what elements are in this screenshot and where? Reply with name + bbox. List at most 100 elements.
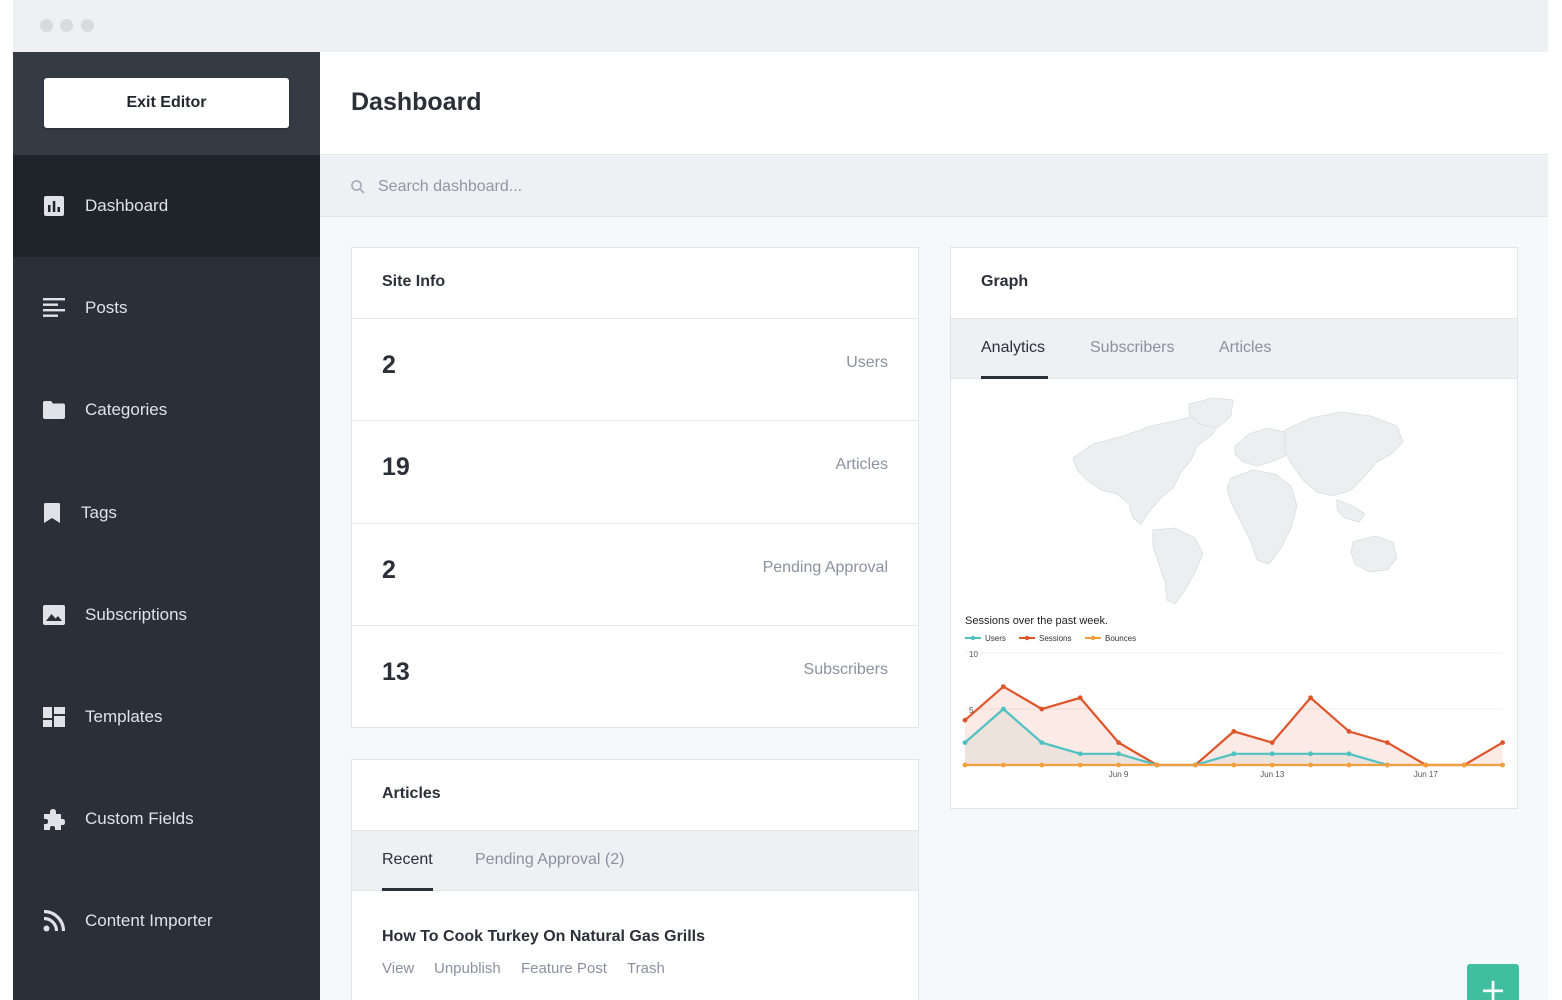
sidebar-item-subscriptions[interactable]: Subscriptions (13, 564, 320, 666)
chart-points (962, 684, 1505, 768)
point-users (1039, 740, 1045, 745)
world-map (1072, 397, 1404, 605)
main-content: Dashboard Site Info 2 Users 19 Articles … (320, 52, 1548, 1000)
legend-users: Users (985, 634, 1006, 643)
unpublish-link[interactable]: Unpublish (434, 960, 501, 977)
legend-sessions: Sessions (1039, 634, 1071, 643)
view-link[interactable]: View (382, 960, 415, 977)
layout-icon (43, 706, 65, 728)
point-users (1077, 751, 1083, 757)
point-bounces (1269, 762, 1275, 768)
stat-row-subscribers[interactable]: 13 Subscribers (352, 625, 918, 727)
window-minimize-dot[interactable] (60, 19, 73, 32)
graph-card: Graph Analytics Subscribers Articles (950, 247, 1518, 809)
chart-legend: Users Sessions Bounces (965, 634, 1136, 643)
stat-value: 2 (382, 351, 396, 379)
chart-title: Sessions over the past week. (965, 615, 1108, 627)
tab-pending-approval[interactable]: Pending Approval (2) (475, 851, 625, 868)
active-tab-indicator (382, 888, 433, 891)
point-users (1116, 751, 1121, 757)
card-title: Graph (981, 273, 1029, 290)
point-bounces (1385, 762, 1390, 768)
map-region-north-america (1072, 413, 1222, 525)
sidebar-item-label: Templates (85, 707, 163, 726)
sidebar-item-label: Tags (81, 503, 117, 522)
active-tab-indicator (981, 376, 1048, 379)
y-tick-label: 10 (969, 650, 978, 659)
rss-icon (43, 910, 65, 932)
sidebar-item-label: Subscriptions (85, 605, 188, 624)
point-sessions (1269, 740, 1275, 745)
sidebar-item-dashboard[interactable]: Dashboard (13, 155, 320, 257)
bar-chart-icon (43, 195, 65, 217)
window-titlebar (13, 0, 1548, 52)
search-input[interactable] (378, 172, 978, 202)
trash-link[interactable]: Trash (627, 960, 665, 977)
point-bounces (1346, 762, 1352, 768)
article-title[interactable]: How To Cook Turkey On Natural Gas Grills (382, 928, 706, 945)
window-maximize-dot[interactable] (81, 19, 94, 32)
sidebar-item-label: Content Importer (85, 911, 213, 930)
stat-label: Articles (835, 456, 888, 473)
feature-post-link[interactable]: Feature Post (521, 960, 607, 977)
tab-articles[interactable]: Articles (1219, 339, 1272, 356)
tab-analytics[interactable]: Analytics (981, 339, 1046, 356)
window-close-dot[interactable] (40, 19, 53, 32)
map-region-europe (1234, 427, 1294, 467)
sidebar-item-custom-fields[interactable]: Custom Fields (13, 768, 320, 870)
point-bounces (1500, 762, 1505, 768)
legend-sessions-swatch-dot (1024, 635, 1030, 641)
sidebar-item-label: Posts (85, 298, 128, 317)
point-sessions (1077, 695, 1083, 701)
sidebar-header: Exit Editor (13, 52, 320, 155)
point-bounces (1308, 762, 1313, 768)
legend-bounces: Bounces (1105, 634, 1136, 643)
sidebar-item-label: Categories (85, 400, 168, 419)
chart-ticks: 10 5 Jun 9 Jun 13 Jun 17 (969, 650, 1438, 779)
puzzle-icon (43, 808, 65, 830)
x-tick-label: Jun 13 (1260, 770, 1285, 779)
point-sessions (1308, 695, 1313, 701)
stat-row-articles[interactable]: 19 Articles (352, 420, 918, 522)
stat-row-pending-approval[interactable]: 2 Pending Approval (352, 523, 918, 625)
point-users (1269, 751, 1275, 757)
point-bounces (1001, 762, 1006, 768)
legend-users-swatch-dot (970, 635, 976, 641)
card-title: Site Info (382, 273, 446, 290)
page-title: Dashboard (351, 88, 482, 116)
tab-subscribers[interactable]: Subscribers (1090, 339, 1175, 356)
sidebar-item-categories[interactable]: Categories (13, 359, 320, 461)
area-users (965, 709, 1388, 765)
point-bounces (1461, 762, 1467, 768)
folder-icon (43, 399, 65, 421)
point-sessions (962, 717, 968, 723)
tab-recent[interactable]: Recent (382, 851, 433, 868)
sidebar-item-templates[interactable]: Templates (13, 666, 320, 768)
exit-editor-button[interactable]: Exit Editor (44, 78, 289, 128)
point-sessions (1116, 740, 1121, 745)
point-sessions (1385, 740, 1390, 745)
search-bar (320, 156, 1548, 217)
stat-value: 2 (382, 556, 396, 584)
sidebar-item-posts[interactable]: Posts (13, 257, 320, 359)
sessions-chart: Sessions over the past week. Users Sessi… (962, 615, 1505, 779)
map-region-southeast-asia (1336, 499, 1366, 523)
sidebar-item-content-importer[interactable]: Content Importer (13, 870, 320, 972)
point-users (1346, 751, 1352, 757)
point-sessions (1231, 729, 1237, 734)
stat-label: Subscribers (803, 661, 888, 678)
point-sessions (1001, 684, 1006, 689)
stat-row-users[interactable]: 2 Users (352, 318, 918, 420)
stat-value: 13 (382, 658, 410, 686)
app-window: Exit Editor Dashboard Posts Categories T (13, 0, 1548, 1000)
point-bounces (1231, 762, 1237, 768)
lines-icon (43, 297, 65, 319)
point-sessions (1039, 706, 1045, 712)
sidebar-item-tags[interactable]: Tags (13, 462, 320, 564)
stat-value: 19 (382, 453, 410, 481)
add-button[interactable]: + (1467, 964, 1519, 1000)
sidebar: Exit Editor Dashboard Posts Categories T (13, 52, 320, 1000)
point-bounces (1116, 762, 1121, 768)
point-bounces (1039, 762, 1045, 768)
point-sessions (1500, 740, 1505, 745)
